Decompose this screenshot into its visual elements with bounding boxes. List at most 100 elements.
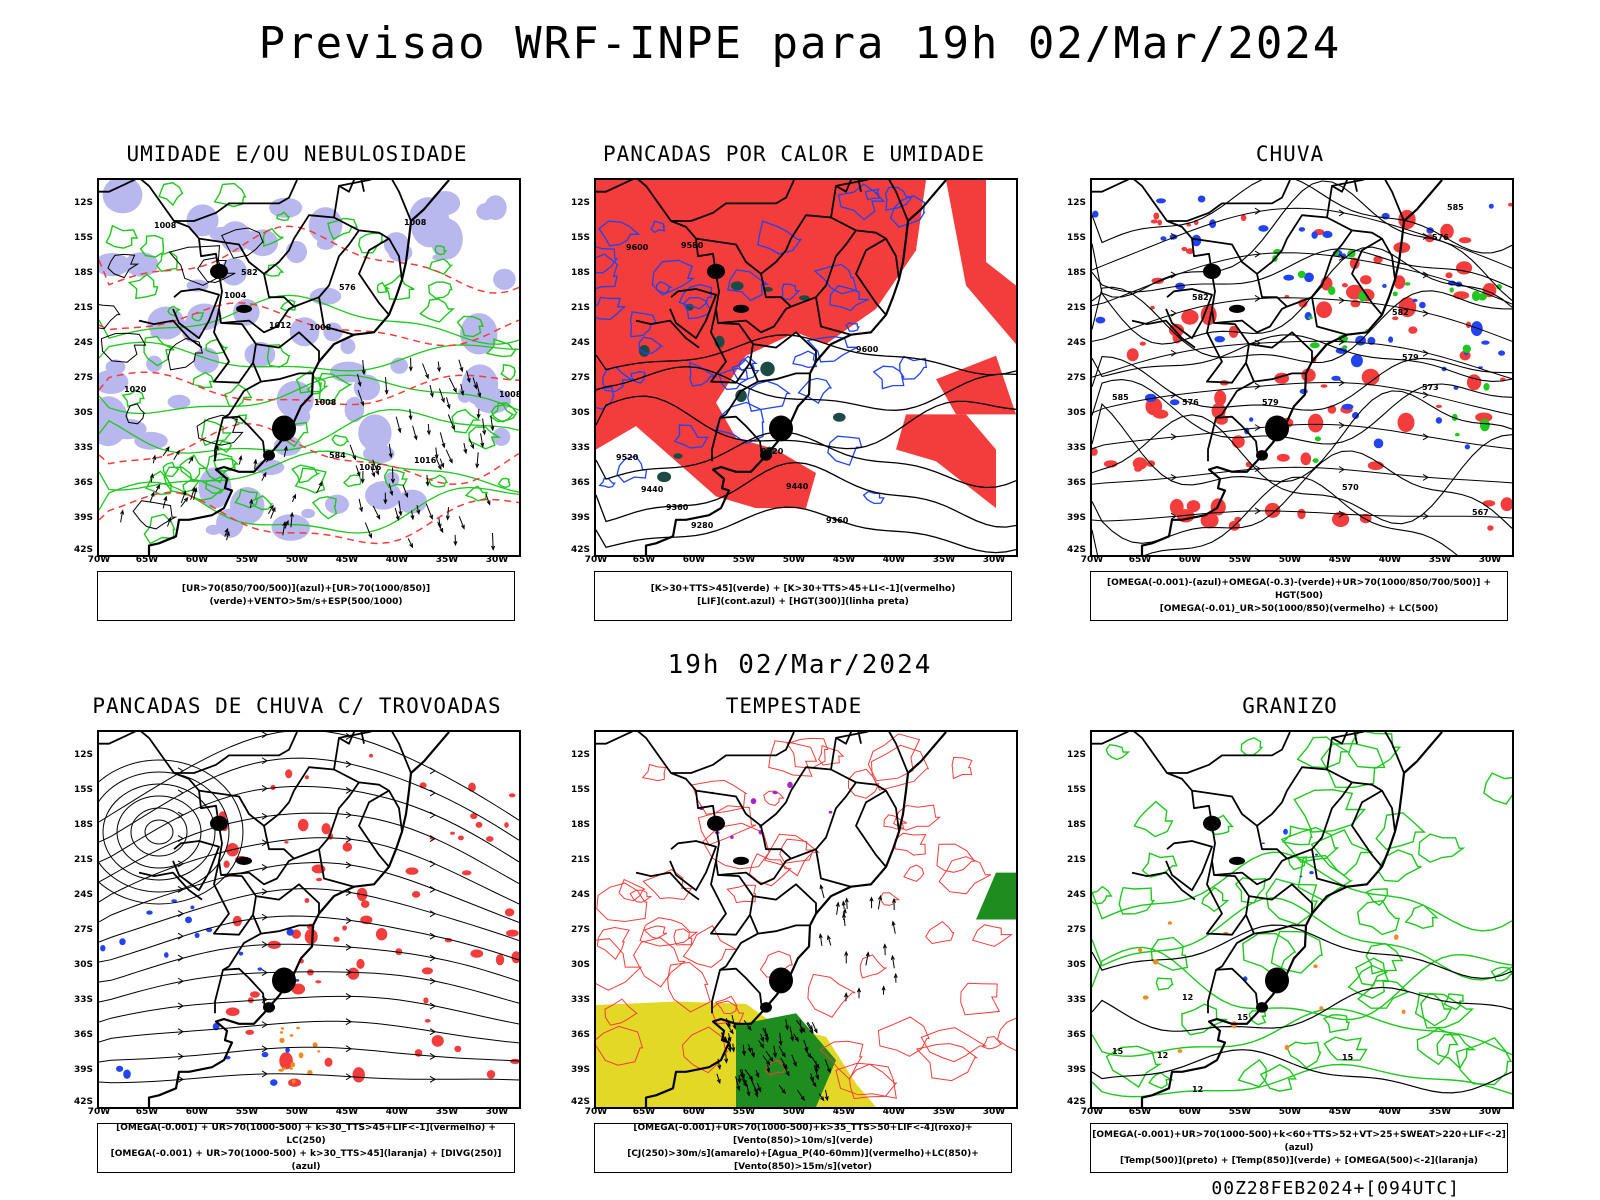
- field-blob: [290, 1062, 296, 1068]
- contour-label: 15: [1342, 1053, 1354, 1062]
- wind-vector: [836, 902, 839, 915]
- field-blob: [238, 951, 244, 956]
- contour-line: [99, 225, 519, 294]
- closed-contour: [726, 884, 757, 904]
- streamline: [1092, 466, 1512, 485]
- wind-vector-head: [731, 1047, 736, 1053]
- closed-contour: [781, 283, 801, 301]
- closed-contour: [633, 937, 687, 988]
- state-border: [1286, 732, 1366, 792]
- field-blob: [269, 197, 303, 218]
- wind-vector-head: [727, 1047, 732, 1053]
- wind-vector-head: [292, 493, 296, 499]
- mid-title: 19h 02/Mar/2024: [667, 650, 933, 680]
- lon-tick-label: 35W: [1428, 1107, 1452, 1117]
- wind-vector: [447, 414, 455, 430]
- wind-vector: [349, 444, 356, 460]
- streamline: [99, 861, 519, 923]
- closed-contour: [1259, 1063, 1298, 1092]
- lat-tick-label: 21S: [570, 855, 590, 865]
- map-plot: 1008 1004 1012 1016 1008 576 582 1008 1020 1016 10…: [97, 178, 521, 557]
- wind-vector-head: [360, 478, 365, 484]
- wind-vector-head: [477, 392, 482, 398]
- field-blob: [1408, 326, 1418, 334]
- lat-tick-label: 36S: [570, 1030, 590, 1040]
- field-blob: [1157, 219, 1162, 226]
- field-blob: [220, 221, 251, 253]
- wind-vector: [392, 467, 394, 483]
- closed-contour: [596, 938, 643, 991]
- field-blob: [1298, 227, 1306, 232]
- field-blob: [289, 1067, 293, 1070]
- field-blob: [1304, 272, 1314, 283]
- wind-vector: [820, 885, 825, 899]
- wind-vector-head: [416, 509, 421, 516]
- wind-vector-head: [384, 389, 389, 395]
- closed-contour: [697, 805, 757, 846]
- field-blob: [1308, 316, 1313, 320]
- wind850-region: [736, 1013, 836, 1107]
- field-blob: [304, 928, 318, 945]
- field-blob: [167, 394, 191, 409]
- state-border: [172, 840, 220, 892]
- lagoon: [236, 856, 252, 866]
- wind-vector: [426, 475, 429, 486]
- streamline-arrow: [177, 860, 184, 868]
- streamline: [1092, 423, 1512, 450]
- wind-vector-head: [491, 545, 496, 551]
- wind-vector: [357, 373, 361, 386]
- contour-label: 573: [1422, 383, 1439, 392]
- field-blob: [1398, 297, 1417, 318]
- wind-vector: [425, 503, 433, 519]
- lat-tick-label: 42S: [1066, 1097, 1086, 1107]
- wind-vector-head: [809, 1028, 814, 1035]
- closed-contour: [848, 1063, 898, 1100]
- wind-vector: [150, 474, 153, 483]
- closed-contour: [139, 234, 165, 258]
- closed-contour: [819, 1040, 864, 1081]
- wind-vector-head: [371, 472, 376, 478]
- field-blob: [1191, 234, 1202, 247]
- state-border: [669, 288, 717, 340]
- closed-contour: [806, 335, 858, 363]
- field-blob: [353, 374, 381, 401]
- wind-vector-head: [475, 463, 480, 469]
- wind-vector-head: [446, 404, 451, 410]
- lat-tick-label: 15S: [570, 233, 590, 243]
- lat-tick-label: 30S: [1066, 960, 1086, 970]
- state-border: [888, 732, 909, 774]
- field-blob: [301, 508, 315, 519]
- wind-vector: [282, 522, 286, 536]
- wind-vector-head: [404, 492, 409, 499]
- closed-contour: [829, 284, 869, 312]
- wind-vector-head: [842, 912, 847, 918]
- field-blob: [212, 1022, 220, 1031]
- wind-vector-head: [451, 425, 455, 431]
- state-border: [596, 732, 763, 1010]
- lon-tick-label: 65W: [135, 1107, 159, 1117]
- lagoon: [272, 967, 296, 994]
- lif-contours: [596, 183, 928, 505]
- wind-vector-head: [784, 1025, 789, 1031]
- closed-contour: [428, 258, 454, 275]
- closed-contour: [813, 263, 858, 295]
- lagoon: [236, 304, 252, 314]
- lagoon: [272, 415, 296, 442]
- contour-label: 1008: [154, 221, 177, 230]
- wind-vector-head: [150, 491, 155, 497]
- field-blob: [1258, 225, 1269, 232]
- field-blob: [279, 1031, 284, 1034]
- wind-vector: [827, 935, 832, 946]
- panel-legend: [OMEGA(-0.001)+UR>70(1000-500)+k<60+TTS>…: [1090, 1123, 1508, 1173]
- field-blob: [194, 932, 200, 938]
- contour-label: 576: [1432, 233, 1449, 242]
- map-panel-2: PANCADAS POR CALOR E UMIDADE 9600 9580 9520…: [564, 142, 1024, 637]
- state-border: [1256, 825, 1348, 888]
- wind-vector-head: [165, 446, 170, 452]
- state-border: [214, 969, 224, 1014]
- wind-vector: [773, 1045, 777, 1057]
- field-blob: [1341, 403, 1354, 410]
- field-blob: [772, 791, 778, 795]
- field-blob: [307, 1070, 313, 1076]
- field-blob: [190, 905, 195, 910]
